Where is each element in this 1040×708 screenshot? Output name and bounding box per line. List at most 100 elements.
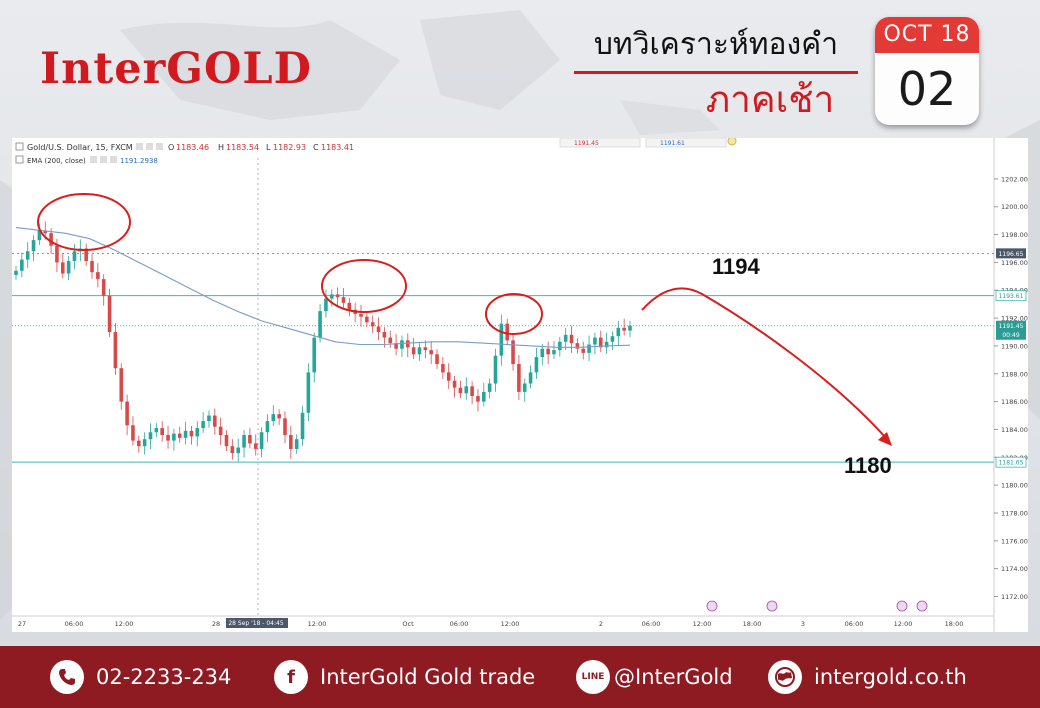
- candle-body: [289, 435, 293, 449]
- candle-body: [148, 432, 153, 440]
- candle-body: [60, 262, 65, 274]
- target-label-high: 1194: [712, 254, 760, 279]
- footer-website[interactable]: intergold.co.th: [768, 646, 967, 708]
- candle-body: [25, 251, 30, 260]
- price-label-box: [996, 320, 1026, 331]
- candle-body: [558, 341, 562, 351]
- x-tick-label: 06:00: [642, 620, 661, 628]
- candle-body: [218, 426, 223, 436]
- footer-bar: 02-2233-234 f InterGold Gold trade LINE …: [0, 646, 1040, 708]
- candle-body: [370, 322, 375, 327]
- candle-body: [66, 261, 71, 274]
- collapse-icon[interactable]: [15, 142, 24, 151]
- more-icon[interactable]: [156, 143, 163, 150]
- settings-icon[interactable]: [146, 143, 153, 150]
- x-tick-label: 18:00: [945, 620, 964, 628]
- y-tick-label: 1178.00: [1001, 509, 1028, 517]
- candle-body: [166, 435, 170, 441]
- candle-body: [324, 298, 328, 312]
- facebook-icon: f: [274, 660, 308, 694]
- candle-body: [511, 340, 515, 365]
- candle-body: [470, 386, 474, 397]
- price-label: 1193.61: [999, 293, 1024, 300]
- event-flag-icon[interactable]: [766, 600, 778, 612]
- candle-body: [341, 297, 346, 303]
- candle-body: [598, 337, 603, 348]
- candle-body: [49, 233, 53, 246]
- candle-body: [37, 230, 42, 241]
- footer-facebook[interactable]: f InterGold Gold trade: [274, 646, 535, 708]
- ohlc-l-label: L: [266, 143, 271, 152]
- candle-body: [493, 355, 498, 384]
- candle-body: [236, 447, 241, 454]
- candle-body: [622, 327, 626, 331]
- x-tick-label: 12:00: [308, 620, 327, 628]
- page-title: บทวิเคราะห์ทองคำ: [593, 27, 839, 62]
- y-tick-label: 1174.00: [1001, 565, 1028, 573]
- candle-body: [14, 270, 18, 275]
- candle-body: [593, 337, 597, 345]
- candle-body: [417, 347, 422, 355]
- candle-body: [201, 421, 205, 429]
- candle-body: [400, 340, 404, 349]
- ema-settings-icon[interactable]: [100, 156, 107, 163]
- event-flag-icon[interactable]: [706, 600, 718, 612]
- indicator-icon[interactable]: [727, 138, 737, 146]
- candle-body: [452, 380, 457, 388]
- price-label: 00:49: [1002, 332, 1019, 339]
- ema-value: 1191.2938: [120, 157, 158, 165]
- footer-phone[interactable]: 02-2233-234: [50, 646, 231, 708]
- ema-collapse-icon[interactable]: [15, 155, 24, 164]
- y-tick-label: 1198.00: [1001, 231, 1028, 239]
- eye-icon[interactable]: [136, 143, 143, 150]
- candle-body: [517, 364, 521, 392]
- calendar-month: OCT 18: [875, 17, 979, 53]
- candle-body: [20, 259, 24, 271]
- candle-body: [581, 348, 586, 353]
- candle-body: [242, 435, 246, 448]
- bid-tab[interactable]: [559, 138, 641, 148]
- highlight-circle: [485, 293, 543, 335]
- y-tick-label: 1200.00: [1001, 203, 1028, 211]
- calendar-day: 02: [897, 62, 957, 116]
- candle-body: [300, 412, 305, 440]
- candle-body: [248, 435, 252, 444]
- plot-area: [14, 221, 632, 462]
- candle-body: [335, 294, 340, 298]
- candle-body: [505, 323, 509, 341]
- candle-body: [125, 401, 129, 426]
- footer-line[interactable]: LINE @InterGold: [576, 646, 733, 708]
- candle-body: [528, 372, 533, 384]
- ema-label: EMA (200, close): [27, 157, 86, 165]
- candle-body: [137, 440, 141, 447]
- candle-body: [394, 343, 398, 349]
- candle-body: [207, 415, 211, 422]
- ohlc-o-value: 1183.46: [176, 143, 209, 152]
- candle-body: [131, 425, 135, 441]
- candle-body: [96, 272, 100, 280]
- candle-body: [446, 372, 451, 381]
- event-flag-icon[interactable]: [896, 600, 908, 612]
- ask-tab[interactable]: [645, 138, 727, 148]
- y-tick-label: 1196.00: [1001, 259, 1028, 267]
- ema-more-icon[interactable]: [110, 156, 117, 163]
- candle-body: [90, 261, 94, 273]
- candle-body: [405, 340, 410, 348]
- ema-eye-icon[interactable]: [90, 156, 97, 163]
- ohlc-o-label: O: [168, 143, 174, 152]
- candle-body: [294, 439, 299, 449]
- candle-body: [347, 302, 352, 310]
- candle-body: [72, 251, 77, 262]
- ohlc-c-value: 1183.41: [321, 143, 354, 152]
- x-tick-label: 12:00: [894, 620, 913, 628]
- candle-body: [487, 383, 492, 392]
- event-flag-icon[interactable]: [916, 600, 928, 612]
- candle-body: [441, 364, 445, 373]
- y-tick-label: 1172.00: [1001, 593, 1028, 601]
- website-url: intergold.co.th: [814, 665, 967, 689]
- calendar-date-badge: OCT 18 02: [875, 17, 979, 125]
- price-label: 1196.65: [999, 251, 1024, 258]
- ask-tab-value: 1191.61: [660, 140, 685, 147]
- candle-body: [552, 350, 556, 355]
- chart-header: Gold/U.S. Dollar, 15, FXCM O 1183.46 H 1…: [15, 138, 737, 165]
